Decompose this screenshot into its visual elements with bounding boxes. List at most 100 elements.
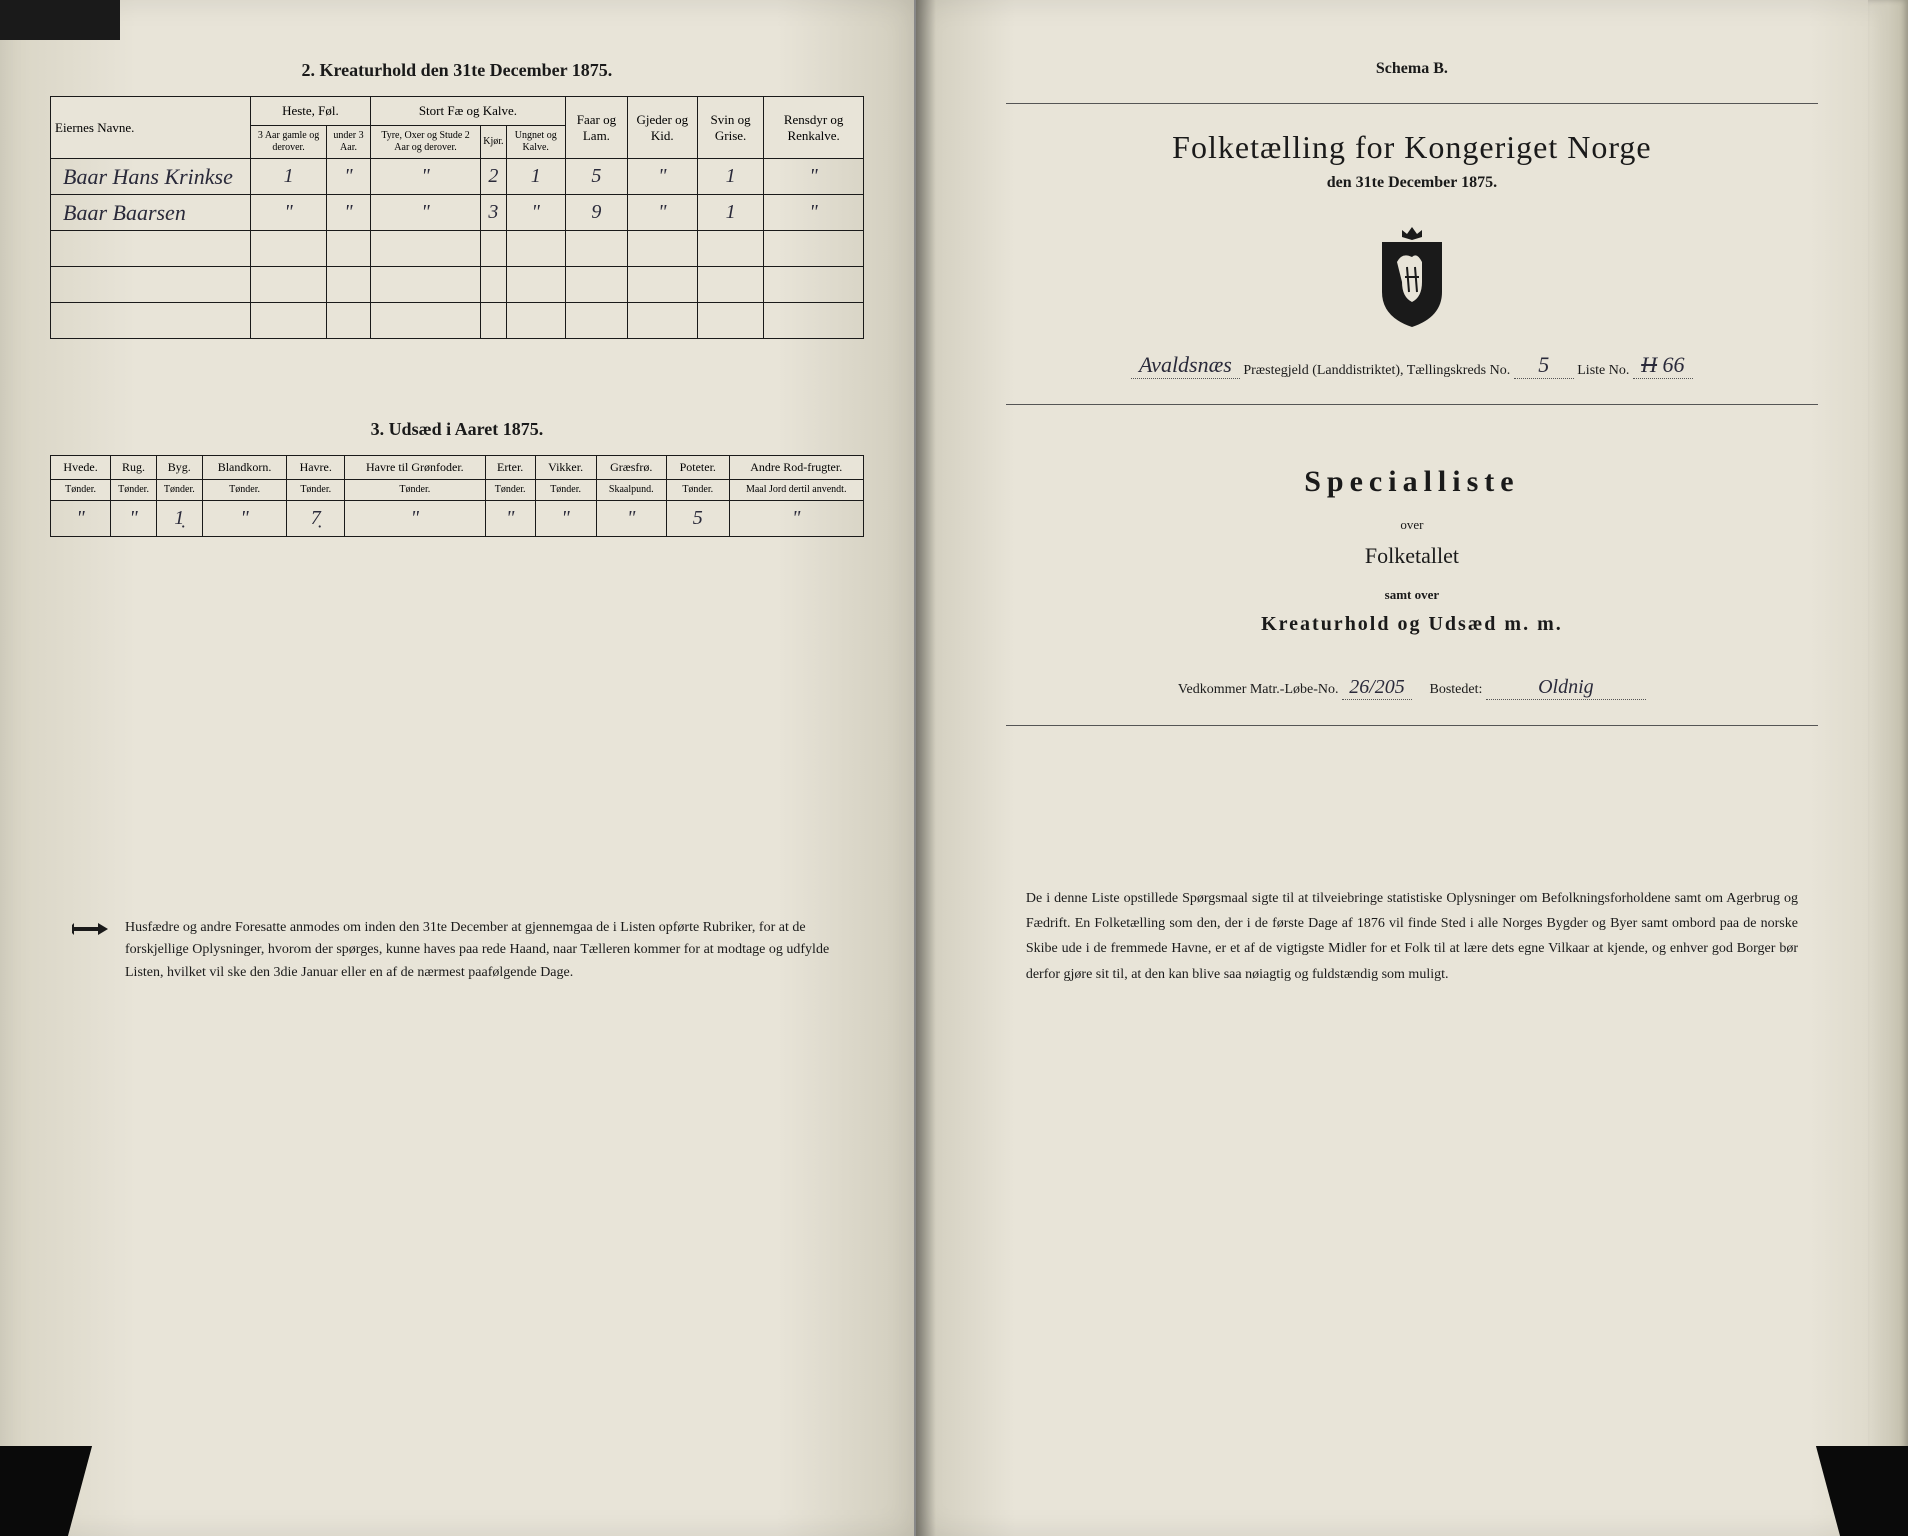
empty-cell <box>565 267 627 303</box>
empty-cell <box>327 303 371 339</box>
folketallet: Folketallet <box>966 543 1858 569</box>
col-stort-fae: Stort Fæ og Kalve. <box>370 97 565 126</box>
empty-cell <box>251 231 327 267</box>
parish-line: Avaldsnæs Præstegjeld (Landdistriktet), … <box>1006 352 1818 379</box>
empty-cell <box>370 267 480 303</box>
empty-cell <box>481 267 506 303</box>
udsaed-unit: Tønder. <box>202 480 287 501</box>
kreds-no: 5 <box>1514 352 1574 379</box>
page-stack-edge <box>1868 0 1908 1536</box>
sub-heste-2: under 3 Aar. <box>327 126 371 159</box>
empty-cell <box>370 231 480 267</box>
kreaturhold-heading: Kreaturhold og Udsæd m. m. <box>966 613 1858 636</box>
udsaed-header: Vikker. <box>535 456 596 480</box>
parish-label: Præstegjeld (Landdistriktet), Tællingskr… <box>1243 363 1510 378</box>
col-faar: Faar og Lam. <box>565 97 627 159</box>
empty-row <box>51 267 864 303</box>
empty-row <box>51 303 864 339</box>
udsaed-header: Græsfrø. <box>596 456 666 480</box>
matr-label: Vedkommer Matr.-Løbe-No. <box>1178 682 1339 697</box>
udsaed-header: Poteter. <box>666 456 729 480</box>
liste-value: 66 <box>1663 352 1685 377</box>
census-date: den 31te December 1875. <box>966 174 1858 192</box>
udsaed-unit: Tønder. <box>156 480 202 501</box>
scanner-dark-corner <box>0 0 120 40</box>
left-footer-note: Husfædre og andre Foresatte anmodes om i… <box>50 917 864 984</box>
udsaed-cell: " <box>729 501 863 537</box>
liste-label: Liste No. <box>1577 363 1629 378</box>
table-row: Baar Baarsen"""3"9"1" <box>51 195 864 231</box>
data-cell: 1 <box>251 159 327 195</box>
udsaed-cell: 1̣ <box>156 501 202 537</box>
empty-cell <box>51 231 251 267</box>
sub-stort-2: Kjør. <box>481 126 506 159</box>
empty-cell <box>51 303 251 339</box>
samt-over: samt over <box>966 587 1858 603</box>
empty-cell <box>51 267 251 303</box>
empty-cell <box>764 231 863 267</box>
sub-heste-1: 3 Aar gamle og derover. <box>251 126 327 159</box>
data-cell: 1 <box>506 159 565 195</box>
col-eiernes-navne: Eiernes Navne. <box>51 97 251 159</box>
col-rensdyr: Rensdyr og Renkalve. <box>764 97 863 159</box>
main-title: Folketælling for Kongeriget Norge <box>966 129 1858 166</box>
data-cell: " <box>627 159 697 195</box>
udsaed-cell: " <box>485 501 535 537</box>
divider-mid <box>1006 404 1818 405</box>
right-page: Schema B. Folketælling for Kongeriget No… <box>916 0 1908 1536</box>
udsaed-header: Hvede. <box>51 456 111 480</box>
empty-cell <box>697 231 764 267</box>
udsaed-unit: Skaalpund. <box>596 480 666 501</box>
udsaed-cell: " <box>345 501 486 537</box>
divider-top <box>1006 103 1818 104</box>
empty-cell <box>251 303 327 339</box>
data-cell: " <box>327 159 371 195</box>
udsaed-unit: Tønder. <box>345 480 486 501</box>
data-cell: " <box>370 195 480 231</box>
empty-cell <box>697 303 764 339</box>
data-cell: " <box>506 195 565 231</box>
udsaed-table: Hvede.Rug.Byg.Blandkorn.Havre.Havre til … <box>50 455 864 537</box>
udsaed-cell: 7̣ <box>287 501 345 537</box>
udsaed-unit: Tønder. <box>535 480 596 501</box>
udsaed-header: Havre til Grønfoder. <box>345 456 486 480</box>
bosted-label: Bostedet: <box>1430 682 1483 697</box>
book-spread: 2. Kreaturhold den 31te December 1875. E… <box>0 0 1908 1536</box>
data-cell: 1 <box>697 195 764 231</box>
owner-name: Baar Hans Krinkse <box>51 159 251 195</box>
data-cell: " <box>627 195 697 231</box>
udsaed-unit: Tønder. <box>485 480 535 501</box>
udsaed-header: Blandkorn. <box>202 456 287 480</box>
data-cell: " <box>764 159 863 195</box>
norwegian-coat-of-arms-icon <box>1367 222 1457 332</box>
divider-low <box>1006 725 1818 726</box>
sub-stort-3: Ungnet og Kalve. <box>506 126 565 159</box>
kreaturhold-table: Eiernes Navne. Heste, Føl. Stort Fæ og K… <box>50 96 864 339</box>
col-svin: Svin og Grise. <box>697 97 764 159</box>
empty-cell <box>506 231 565 267</box>
owner-name: Baar Baarsen <box>51 195 251 231</box>
udsaed-cell: " <box>202 501 287 537</box>
udsaed-header: Erter. <box>485 456 535 480</box>
empty-cell <box>370 303 480 339</box>
udsaed-unit: Tønder. <box>287 480 345 501</box>
empty-cell <box>327 267 371 303</box>
schema-label: Schema B. <box>966 60 1858 78</box>
section2-title: 2. Kreaturhold den 31te December 1875. <box>50 60 864 81</box>
empty-cell <box>764 267 863 303</box>
right-footer-text: De i denne Liste opstillede Spørgsmaal s… <box>1026 886 1798 987</box>
empty-cell <box>506 303 565 339</box>
empty-cell <box>481 231 506 267</box>
empty-cell <box>697 267 764 303</box>
data-cell: 5 <box>565 159 627 195</box>
udsaed-cell: " <box>111 501 157 537</box>
data-cell: " <box>251 195 327 231</box>
udsaed-header: Andre Rod-frugter. <box>729 456 863 480</box>
data-cell: " <box>327 195 371 231</box>
udsaed-cell: " <box>535 501 596 537</box>
over-1: over <box>966 517 1858 533</box>
empty-cell <box>565 231 627 267</box>
udsaed-unit: Tønder. <box>111 480 157 501</box>
empty-cell <box>506 267 565 303</box>
data-cell: " <box>764 195 863 231</box>
